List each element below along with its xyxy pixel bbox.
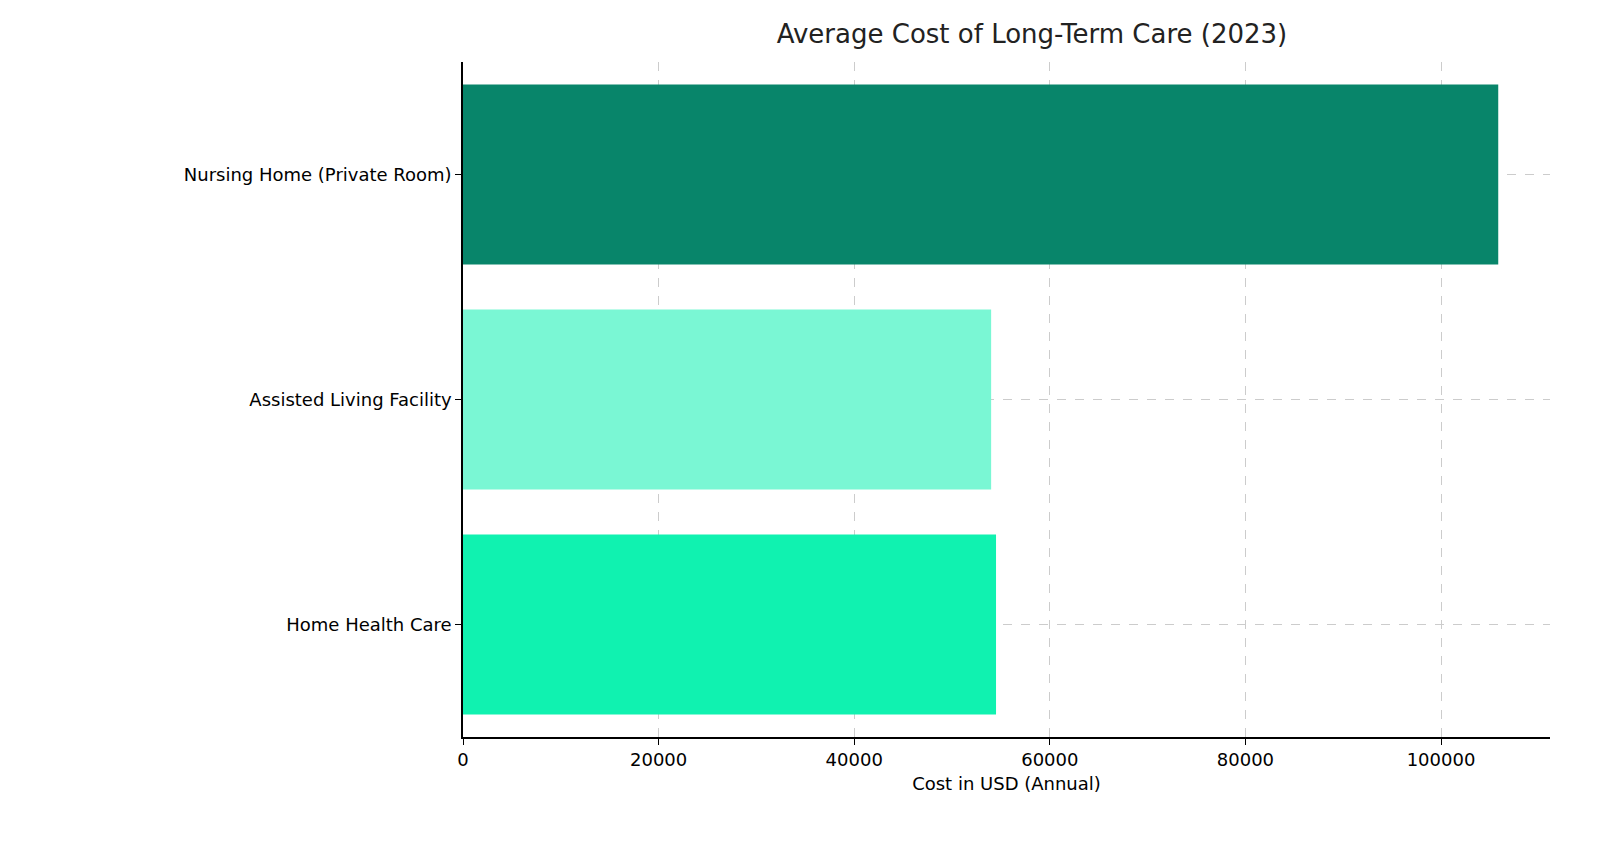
svg-text:100000: 100000 (1407, 749, 1476, 770)
svg-text:Average Cost of Long-Term Care: Average Cost of Long-Term Care (2023) (777, 19, 1288, 49)
svg-text:0: 0 (457, 749, 468, 770)
svg-text:40000: 40000 (826, 749, 883, 770)
svg-text:Cost in USD (Annual): Cost in USD (Annual) (912, 773, 1101, 794)
svg-text:80000: 80000 (1217, 749, 1274, 770)
svg-text:20000: 20000 (630, 749, 687, 770)
svg-text:Home Health Care: Home Health Care (286, 614, 451, 635)
svg-text:Assisted Living Facility: Assisted Living Facility (249, 389, 452, 410)
svg-text:60000: 60000 (1021, 749, 1078, 770)
svg-text:Nursing Home (Private Room): Nursing Home (Private Room) (184, 164, 452, 185)
